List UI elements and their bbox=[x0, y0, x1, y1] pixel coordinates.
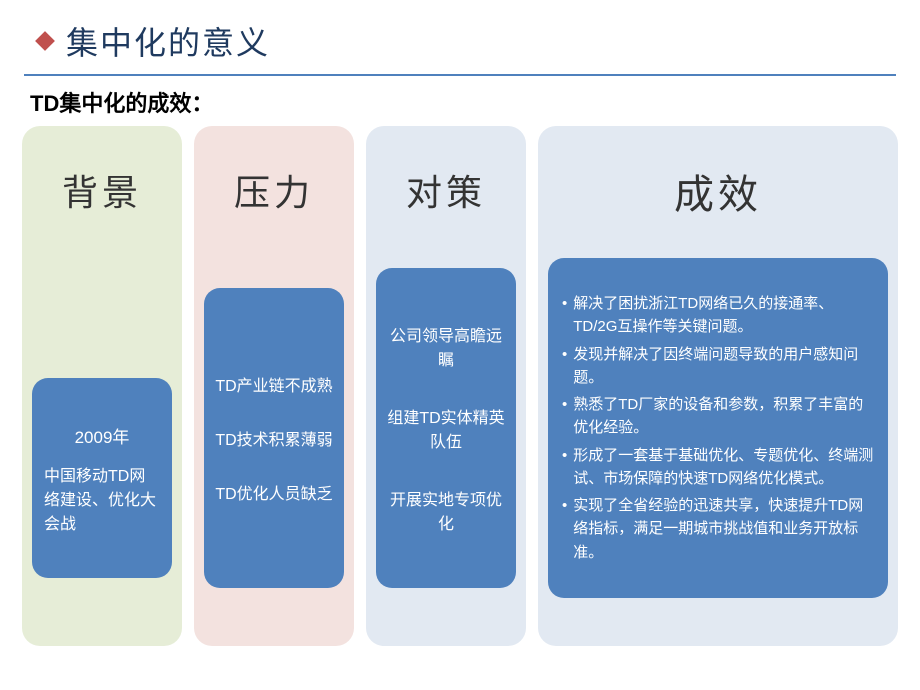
bullet-dot-icon: • bbox=[562, 343, 567, 390]
bullet-item: •发现并解决了因终端问题导致的用户感知问题。 bbox=[562, 343, 874, 390]
column-pressure: 压力 TD产业链不成熟 TD技术积累薄弱 TD优化人员缺乏 bbox=[194, 126, 354, 646]
bullet-text: 形成了一套基于基础优化、专题优化、终端测试、市场保障的快速TD网络优化模式。 bbox=[573, 444, 874, 491]
list-item: TD技术积累薄弱 bbox=[214, 426, 334, 450]
column-body: •解决了困扰浙江TD网络已久的接通率、TD/2G互操作等关键问题。 •发现并解决… bbox=[548, 258, 888, 598]
bullet-dot-icon: • bbox=[562, 393, 567, 440]
column-body: TD产业链不成熟 TD技术积累薄弱 TD优化人员缺乏 bbox=[204, 288, 344, 588]
body-text: 中国移动TD网络建设、优化大会战 bbox=[44, 462, 160, 534]
list-item: 组建TD实体精英队伍 bbox=[386, 404, 506, 452]
column-background: 背景 2009年 中国移动TD网络建设、优化大会战 bbox=[22, 126, 182, 646]
page-title: 集中化的意义 bbox=[66, 18, 270, 64]
bullet-item: •熟悉了TD厂家的设备和参数，积累了丰富的优化经验。 bbox=[562, 393, 874, 440]
list-item: 开展实地专项优化 bbox=[386, 486, 506, 534]
list-item: TD产业链不成熟 bbox=[214, 372, 334, 396]
column-body: 公司领导高瞻远瞩 组建TD实体精英队伍 开展实地专项优化 bbox=[376, 268, 516, 588]
list-item: 公司领导高瞻远瞩 bbox=[386, 322, 506, 370]
column-countermeasure: 对策 公司领导高瞻远瞩 组建TD实体精英队伍 开展实地专项优化 bbox=[366, 126, 526, 646]
bullet-item: •解决了困扰浙江TD网络已久的接通率、TD/2G互操作等关键问题。 bbox=[562, 292, 874, 339]
bullet-text: 熟悉了TD厂家的设备和参数，积累了丰富的优化经验。 bbox=[573, 393, 874, 440]
bullet-dot-icon: • bbox=[562, 494, 567, 564]
list-item: TD优化人员缺乏 bbox=[214, 480, 334, 504]
bullet-dot-icon: • bbox=[562, 292, 567, 339]
diamond-icon bbox=[35, 31, 55, 51]
column-result: 成效 •解决了困扰浙江TD网络已久的接通率、TD/2G互操作等关键问题。 •发现… bbox=[538, 126, 898, 646]
column-head: 对策 bbox=[406, 164, 486, 216]
bullet-text: 发现并解决了因终端问题导致的用户感知问题。 bbox=[573, 343, 874, 390]
bullet-item: •形成了一套基于基础优化、专题优化、终端测试、市场保障的快速TD网络优化模式。 bbox=[562, 444, 874, 491]
column-head: 成效 bbox=[674, 162, 762, 220]
bullet-item: •实现了全省经验的迅速共享，快速提升TD网络指标，满足一期城市挑战值和业务开放标… bbox=[562, 494, 874, 564]
subtitle: TD集中化的成效： bbox=[0, 76, 920, 126]
column-body: 2009年 中国移动TD网络建设、优化大会战 bbox=[32, 378, 172, 578]
bullet-text: 实现了全省经验的迅速共享，快速提升TD网络指标，满足一期城市挑战值和业务开放标准… bbox=[573, 494, 874, 564]
column-head: 背景 bbox=[62, 164, 142, 216]
columns: 背景 2009年 中国移动TD网络建设、优化大会战 压力 TD产业链不成熟 TD… bbox=[0, 126, 920, 646]
column-head: 压力 bbox=[234, 164, 314, 216]
bullet-text: 解决了困扰浙江TD网络已久的接通率、TD/2G互操作等关键问题。 bbox=[573, 292, 874, 339]
year: 2009年 bbox=[44, 423, 160, 448]
title-row: 集中化的意义 bbox=[0, 0, 920, 74]
bullet-dot-icon: • bbox=[562, 444, 567, 491]
